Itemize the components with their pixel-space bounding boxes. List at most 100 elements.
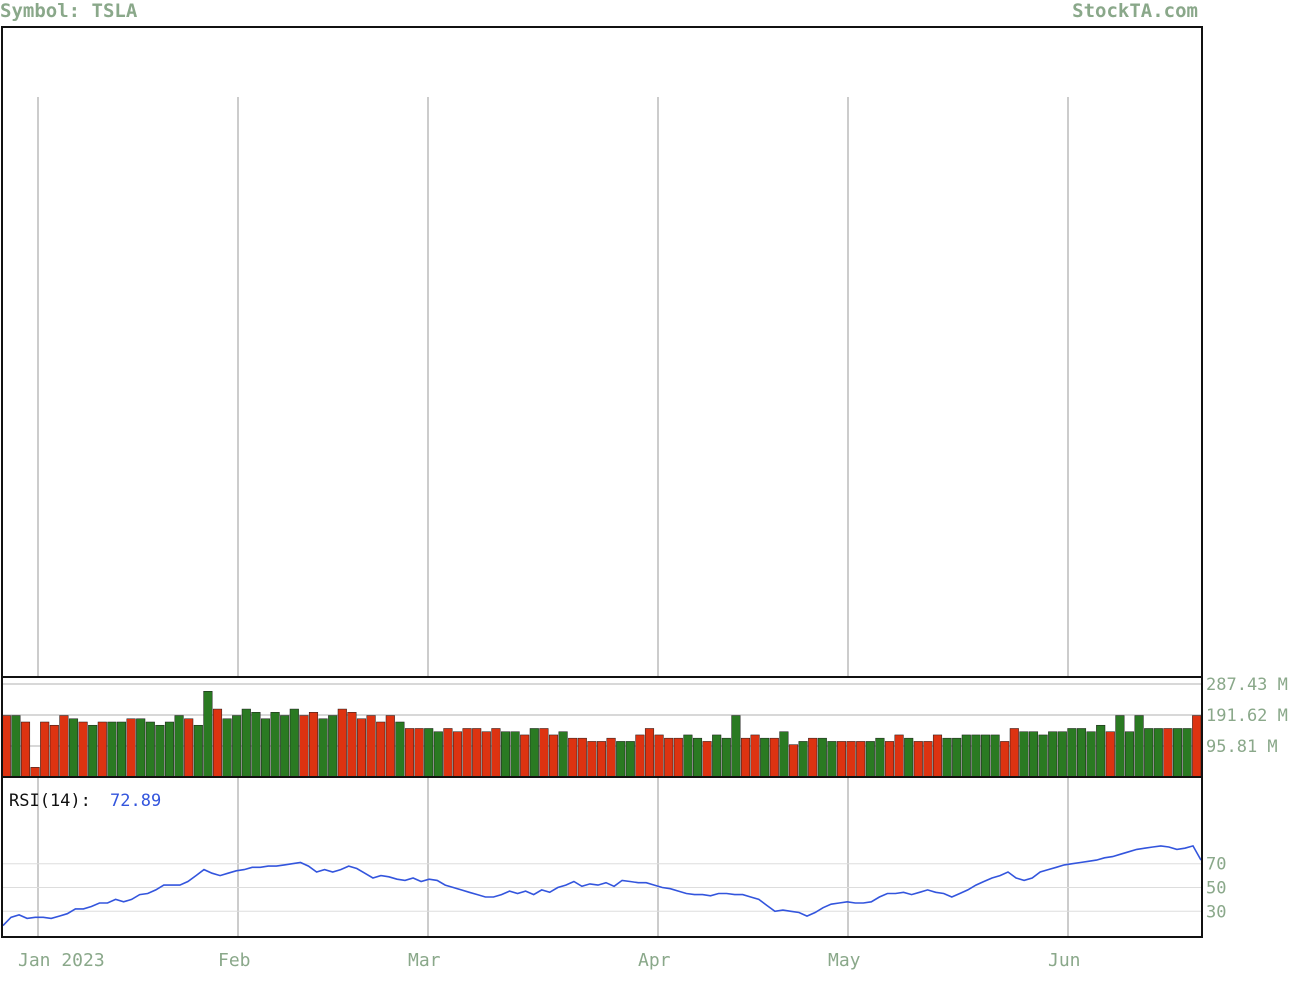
volume-bar — [1163, 728, 1173, 778]
volume-bar — [212, 708, 223, 778]
rsi-panel — [2, 844, 1202, 927]
volume-bar — [846, 741, 856, 778]
volume-bar — [529, 728, 539, 778]
volume-bar — [894, 734, 904, 778]
x-tick-label: May — [828, 950, 861, 971]
volume-bar — [980, 734, 991, 778]
volume-bar — [702, 741, 712, 778]
volume-bar — [356, 718, 367, 778]
volume-bar — [78, 721, 88, 778]
volume-bar — [97, 721, 107, 778]
volume-bar — [251, 712, 261, 778]
brand-label: StockTA.com — [1072, 0, 1198, 22]
volume-bar — [568, 737, 578, 778]
rsi-tick-label: 70 — [1206, 855, 1226, 875]
volume-bar — [193, 724, 203, 778]
volume-bar — [376, 721, 386, 778]
rsi-tick-label: 50 — [1206, 879, 1226, 899]
volume-bar — [116, 721, 127, 778]
volume-bar — [606, 737, 616, 778]
volume-bars — [1, 691, 1202, 778]
volume-bar — [318, 718, 328, 778]
volume-bar — [1076, 728, 1087, 778]
rsi-value: 72.89 — [110, 791, 161, 811]
volume-bar — [164, 721, 175, 778]
volume-bar — [40, 721, 50, 778]
volume-bar — [20, 721, 31, 778]
volume-bar — [1067, 728, 1077, 778]
volume-bar — [1115, 715, 1125, 778]
volume-bar — [299, 715, 309, 778]
volume-bar — [491, 728, 501, 778]
volume-bar — [548, 734, 559, 778]
volume-bar — [971, 734, 981, 778]
volume-bar — [644, 728, 655, 778]
grid-lines — [2, 97, 1202, 937]
volume-bar — [712, 734, 722, 778]
volume-bar — [596, 741, 607, 778]
volume-bar — [500, 731, 511, 778]
volume-bar — [817, 737, 827, 778]
volume-bar — [1192, 715, 1202, 778]
volume-bar — [750, 734, 760, 778]
volume-bar — [827, 741, 837, 778]
volume-bar — [1172, 728, 1183, 778]
volume-bar — [270, 712, 280, 778]
volume-bar — [232, 715, 242, 778]
volume-bar — [558, 731, 568, 778]
volume-bar — [1048, 731, 1058, 778]
volume-bar — [904, 737, 914, 778]
volume-bar — [683, 734, 693, 778]
volume-bar — [68, 718, 79, 778]
volume-bar — [1, 715, 11, 778]
volume-tick-label: 191.62 M — [1206, 706, 1288, 726]
volume-bar — [942, 737, 952, 778]
volume-bar — [836, 741, 847, 778]
volume-bar — [510, 731, 520, 778]
volume-bar — [692, 737, 703, 778]
volume-bar — [1057, 731, 1067, 778]
volume-bar — [913, 741, 923, 778]
volume-bar — [923, 741, 933, 778]
volume-bar — [1086, 731, 1096, 778]
x-tick-label: Feb — [218, 950, 251, 971]
symbol-label: Symbol: TSLA — [0, 0, 138, 22]
rsi-label: RSI(14): — [9, 791, 91, 811]
volume-tick-label: 95.81 M — [1206, 737, 1278, 757]
volume-bar — [222, 718, 232, 778]
volume-bar — [11, 715, 21, 778]
chart-frame — [1, 26, 1203, 938]
volume-bar — [280, 715, 290, 778]
volume-bar — [1096, 724, 1106, 778]
volume-bar — [664, 737, 674, 778]
x-tick-label: Mar — [408, 950, 441, 971]
rsi-tick-label: 30 — [1206, 902, 1226, 922]
volume-bar — [760, 737, 770, 778]
volume-bar — [1144, 728, 1154, 778]
volume-bar — [1019, 731, 1029, 778]
volume-bar — [884, 741, 895, 778]
volume-bar — [731, 715, 741, 778]
volume-bar — [856, 741, 866, 778]
volume-bar — [126, 718, 136, 778]
volume-bar — [932, 734, 943, 778]
volume-bar — [1009, 728, 1019, 778]
volume-bar — [30, 767, 40, 778]
volume-bar — [174, 715, 184, 778]
volume-bar — [203, 691, 213, 778]
volume-bar — [740, 737, 751, 778]
volume-bar — [328, 715, 338, 778]
volume-bar — [443, 728, 453, 778]
volume-bar — [654, 734, 664, 778]
volume-bar — [145, 721, 155, 778]
volume-bar — [241, 708, 251, 778]
volume-bar — [520, 734, 530, 778]
volume-bar — [577, 737, 587, 778]
volume-bar — [1038, 734, 1048, 778]
volume-bar — [865, 741, 875, 778]
volume-bar — [366, 715, 376, 778]
volume-bar — [385, 715, 395, 778]
volume-bar — [88, 724, 98, 778]
volume-bar — [952, 737, 962, 778]
